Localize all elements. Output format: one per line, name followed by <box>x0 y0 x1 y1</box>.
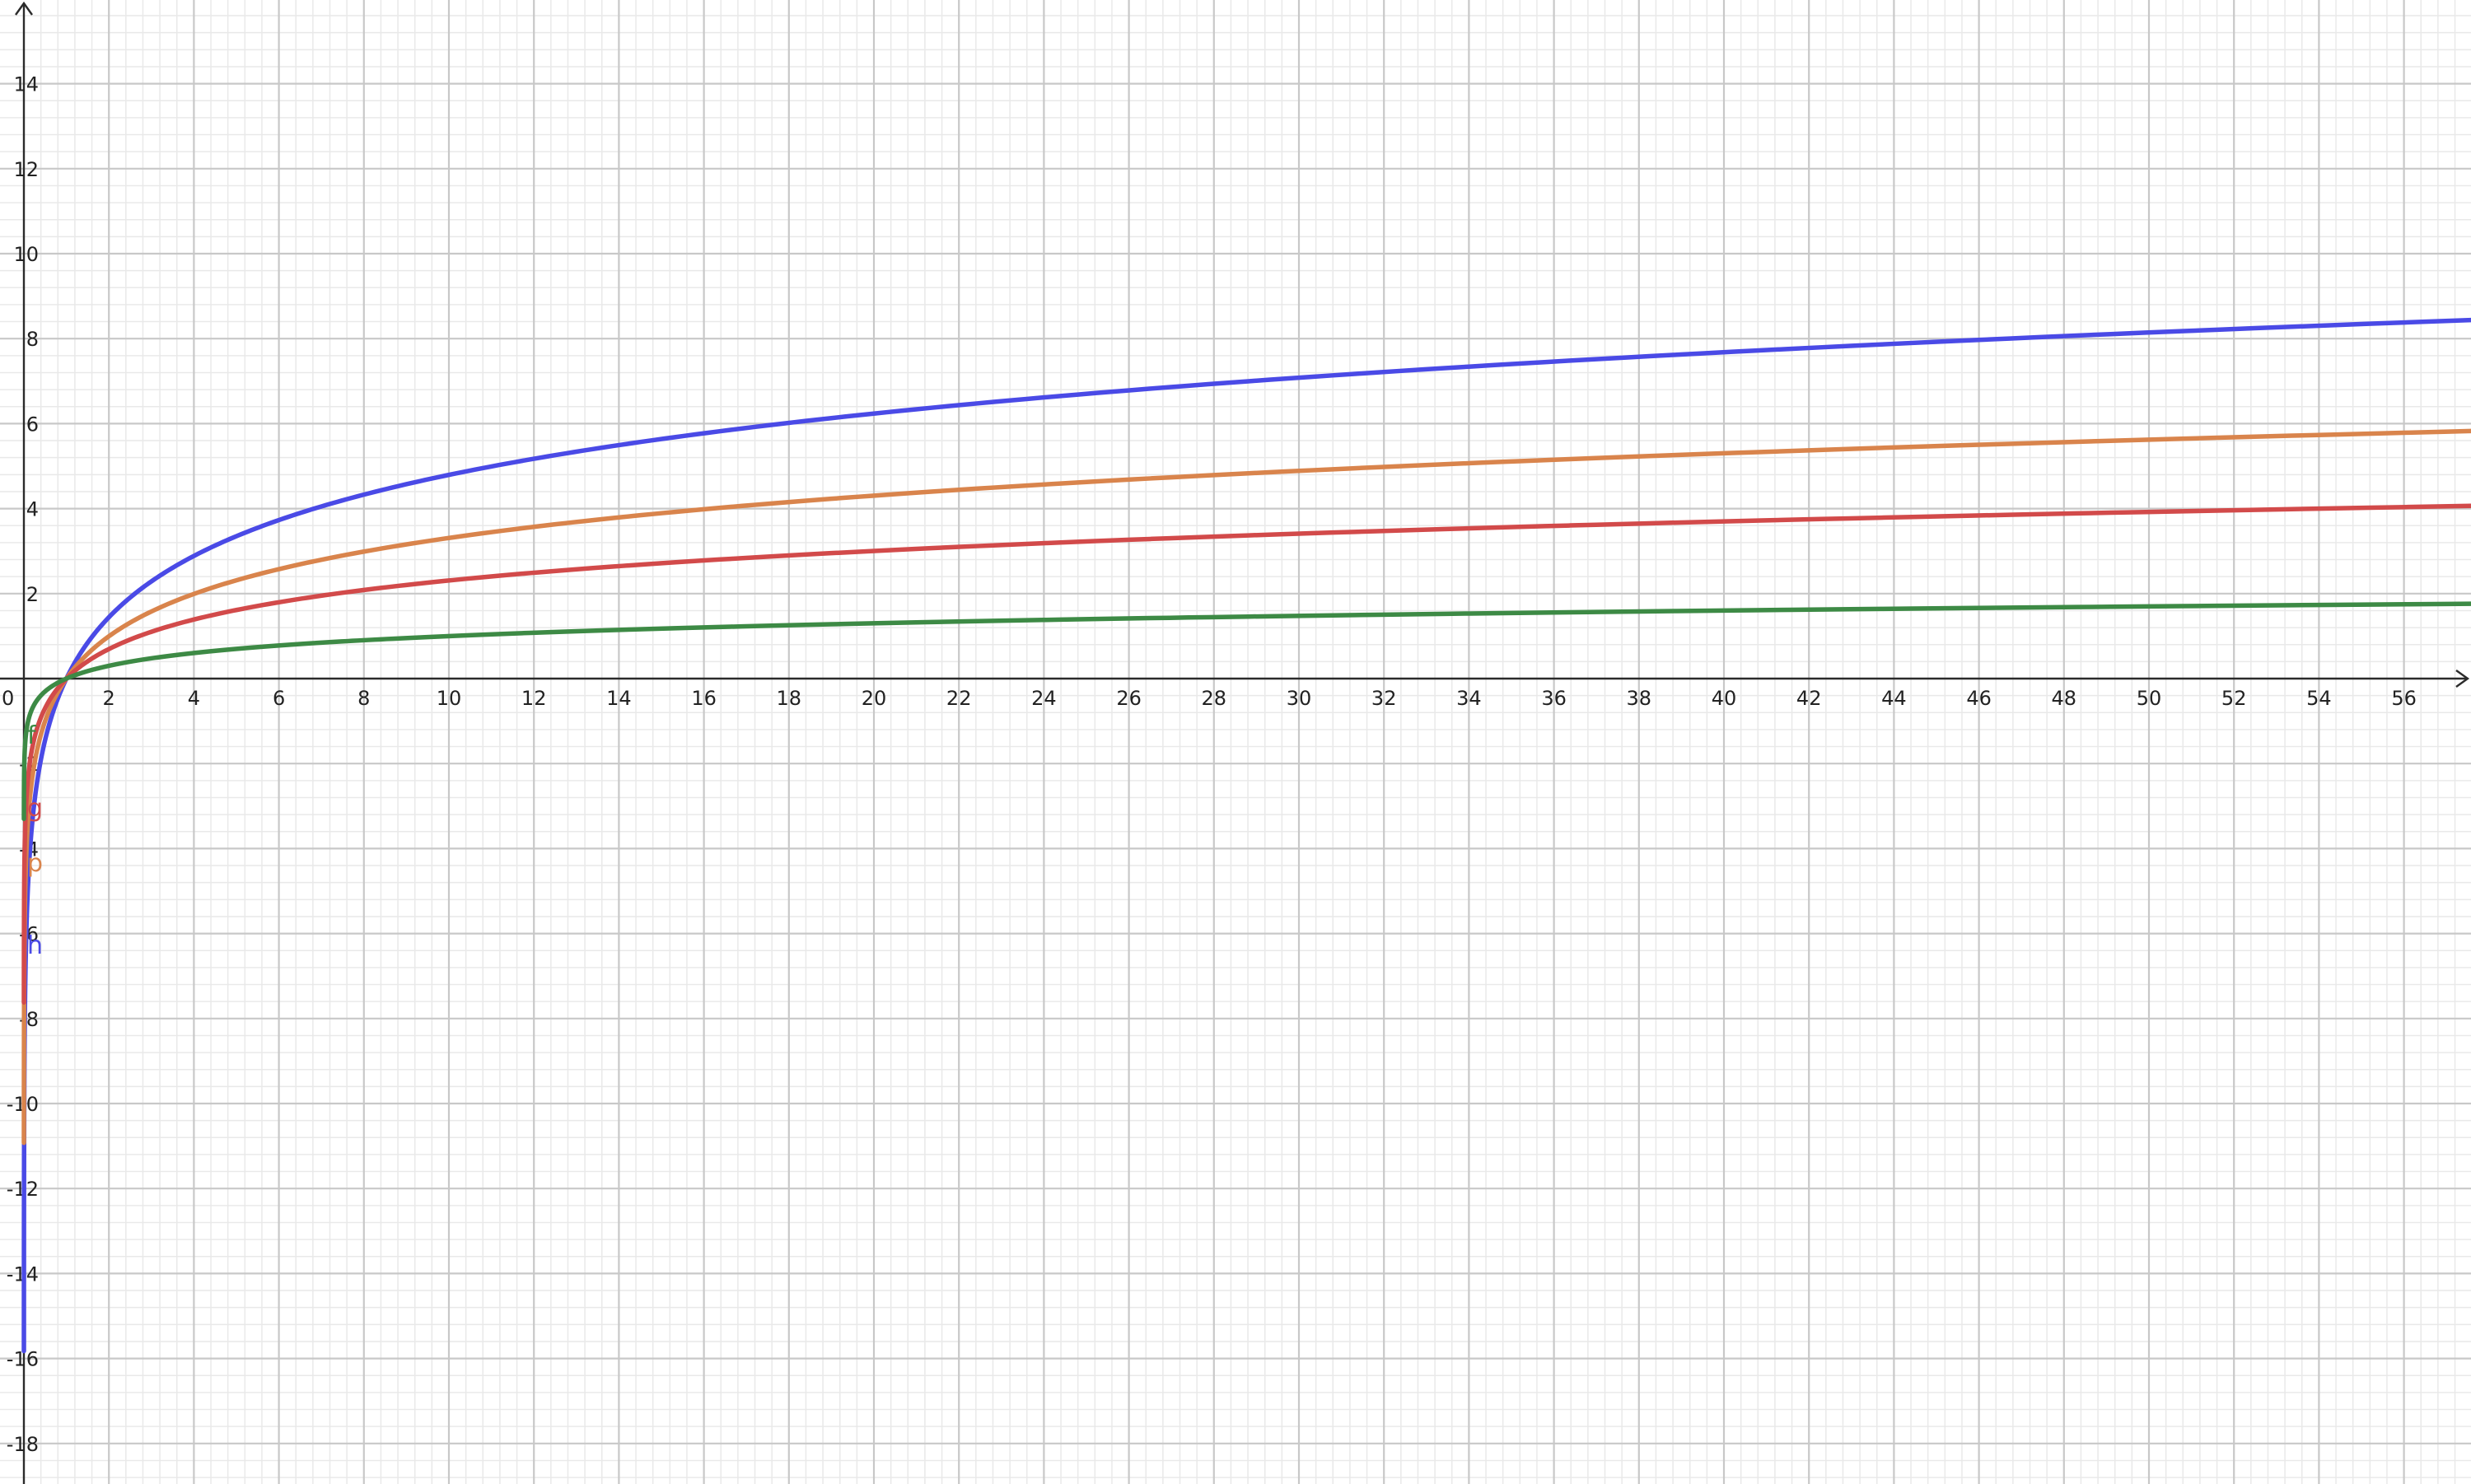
x-tick-label: 50 <box>2137 687 2162 710</box>
curve-f[interactable] <box>21 601 2471 822</box>
x-tick-label: 6 <box>273 687 285 710</box>
x-tick-label: 26 <box>1116 687 1142 710</box>
x-tick-label: 14 <box>606 687 632 710</box>
x-tick-label: 20 <box>862 687 887 710</box>
y-tick-label: 14 <box>13 73 39 96</box>
curve-h[interactable] <box>21 317 2471 1354</box>
y-tick-label: 10 <box>13 243 39 266</box>
function-labels: h pg f <box>27 721 43 960</box>
y-tick-label: 12 <box>13 158 39 181</box>
function-label-p: p <box>27 849 43 878</box>
x-tick-label: 22 <box>946 687 972 710</box>
x-tick-label: 8 <box>357 687 370 710</box>
x-tick-label: 44 <box>1881 687 1907 710</box>
function-label-g: g <box>27 794 43 823</box>
x-tick-label: 16 <box>691 687 717 710</box>
x-tick-label: 36 <box>1541 687 1567 710</box>
x-tick-label: 4 <box>188 687 200 710</box>
x-tick-label: 56 <box>2391 687 2417 710</box>
x-tick-label: 42 <box>1796 687 1822 710</box>
x-tick-label: 10 <box>437 687 462 710</box>
function-curves[interactable] <box>21 317 2471 1354</box>
x-tick-label: 46 <box>1966 687 1992 710</box>
function-label-h: h <box>27 931 43 960</box>
x-tick-label: 24 <box>1031 687 1057 710</box>
x-tick-label: 12 <box>521 687 547 710</box>
curve-p[interactable] <box>21 428 2471 1146</box>
x-tick-label: 38 <box>1627 687 1652 710</box>
x-tick-label: 54 <box>2306 687 2332 710</box>
y-tick-label: 8 <box>26 328 39 351</box>
x-axis-arrow-icon <box>2455 670 2470 688</box>
x-tick-label: 18 <box>777 687 802 710</box>
y-tick-label: 4 <box>26 498 39 521</box>
x-tick-labels: 2 4 6 8 10 12 14 16 18 20 22 24 26 28 30 32 34 36 38 40 42 44… <box>2 687 2417 710</box>
y-axis-arrow-icon <box>15 1 33 16</box>
x-tick-label: 28 <box>1202 687 1227 710</box>
y-tick-label: -18 <box>7 1433 39 1456</box>
x-tick-label: 52 <box>2221 687 2247 710</box>
x-tick-label: 34 <box>1456 687 1482 710</box>
x-tick-label: 40 <box>1712 687 1737 710</box>
origin-label: 0 <box>2 687 14 710</box>
x-tick-label: 32 <box>1371 687 1397 710</box>
curve-g[interactable] <box>21 503 2471 1005</box>
x-tick-label: 30 <box>1287 687 1312 710</box>
y-tick-label: 2 <box>26 583 39 606</box>
y-tick-label: 6 <box>26 413 39 436</box>
x-tick-label: 48 <box>2052 687 2077 710</box>
x-tick-label: 2 <box>103 687 115 710</box>
function-label-f: f <box>27 721 37 750</box>
